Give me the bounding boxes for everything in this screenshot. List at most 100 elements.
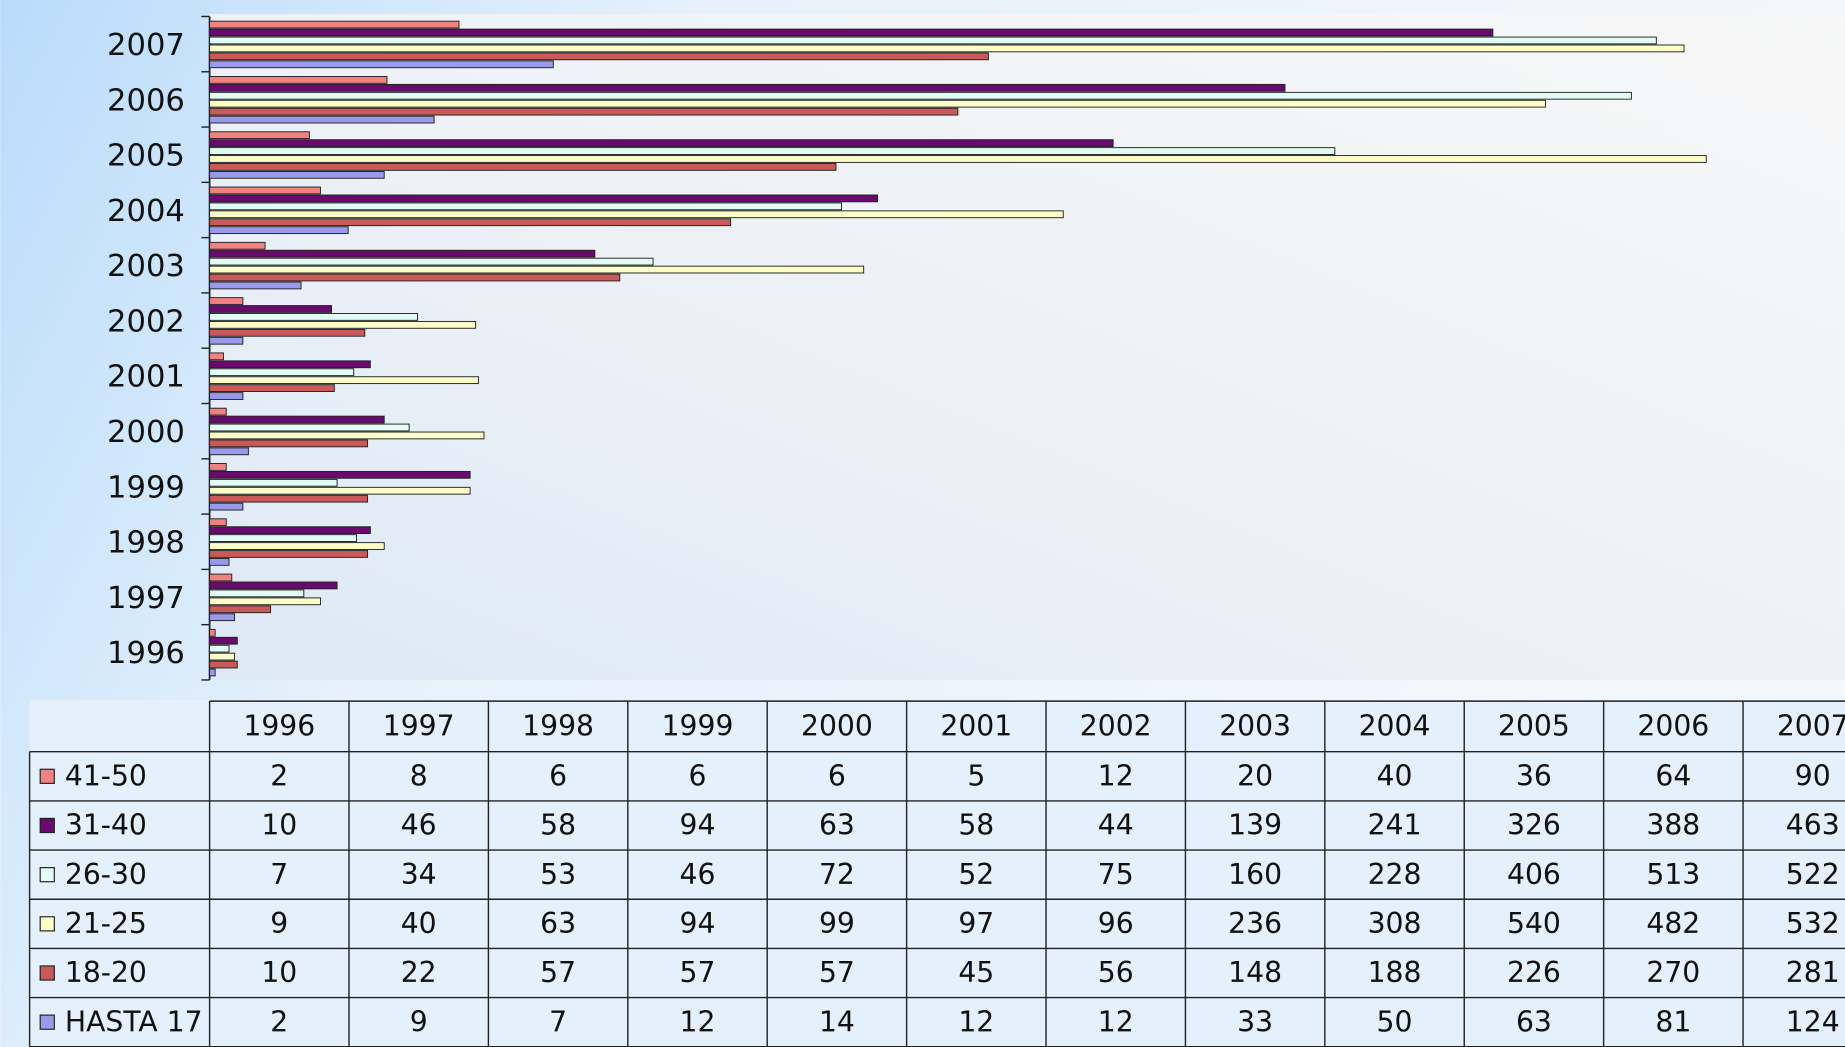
bar [209,202,842,211]
bar [209,115,435,124]
bar [209,660,238,669]
table-cell: 52 [958,858,994,891]
table-cell: 10 [261,956,297,989]
table-cell: 12 [958,1005,994,1038]
bar [209,75,388,84]
bar [209,218,732,227]
bar [209,431,485,440]
y-tick-label: 2005 [107,139,185,174]
legend-label: 31-40 [65,809,147,842]
table-cell: 236 [1228,907,1282,940]
table-cell: 326 [1507,809,1561,842]
table-cell: 124 [1786,1005,1840,1038]
y-tick-label: 1996 [107,636,185,671]
bar [209,36,1657,45]
bar [209,668,216,677]
table-cell: 45 [958,956,994,989]
table-cell: 81 [1655,1005,1691,1038]
y-tick-label: 1999 [107,470,185,505]
bar [209,652,236,661]
bar [209,273,621,282]
bar [209,107,959,116]
table-header: 2001 [940,710,1012,743]
bar [209,163,837,171]
table-cell: 63 [540,907,576,940]
bar [209,636,238,645]
table-cell: 2 [270,1005,288,1038]
bar [209,550,369,558]
table-background [29,699,1845,1047]
table-header: 2003 [1219,710,1291,743]
bar [209,581,338,590]
table-cell: 482 [1646,907,1700,940]
bar [209,423,410,432]
bar [209,44,1685,53]
bar [209,447,249,456]
table-cell: 513 [1646,858,1700,891]
bar [209,210,1064,219]
y-tick-label: 2006 [107,83,185,118]
table-cell: 22 [401,956,437,989]
table-cell: 7 [270,858,288,891]
legend-swatch [39,768,55,784]
bar [209,257,654,266]
y-tick-label: 2004 [107,194,185,229]
table-cell: 36 [1516,759,1552,792]
bar [209,415,385,424]
bar [209,384,335,392]
bar [209,131,310,140]
table-cell: 228 [1368,858,1422,891]
table-cell: 94 [680,907,716,940]
table-header: 2005 [1498,710,1570,743]
bar [209,281,302,290]
table-cell: 40 [1377,759,1413,792]
bar [209,139,1114,147]
table-cell: 99 [819,907,855,940]
bar [209,368,355,377]
y-tick-label: 2001 [107,360,185,395]
bar [209,628,216,637]
table-cell: 281 [1786,956,1840,989]
y-tick-label: 1998 [107,526,185,561]
bar [209,494,369,503]
table-cell: 46 [680,858,716,891]
bar [209,320,477,329]
bar [209,241,266,250]
legend-label: 18-20 [65,956,147,989]
bar [209,155,1707,163]
table-cell: 160 [1228,858,1282,891]
table-cell: 226 [1507,956,1561,989]
legend-label: 41-50 [65,759,147,792]
table-cell: 12 [680,1005,716,1038]
bar [209,313,418,321]
table-cell: 20 [1237,759,1273,792]
bar [209,52,989,61]
bar [209,526,371,535]
legend-label: HASTA 17 [65,1005,203,1038]
table-cell: 96 [1098,907,1134,940]
table-cell: 6 [689,759,707,792]
bar [209,249,596,258]
table-cell: 10 [261,809,297,842]
bar [209,20,460,29]
table-cell: 97 [958,907,994,940]
bar [209,534,357,542]
bar [209,194,879,203]
bar [209,60,554,69]
bar [209,573,233,582]
bar [209,558,230,566]
table-cell: 53 [540,858,576,891]
bar [209,439,369,448]
table-header: 2004 [1359,710,1431,743]
bar [209,147,1336,155]
table-header: 1997 [383,710,455,743]
table-header: 2007 [1777,710,1845,743]
bar [209,407,227,416]
bar [209,589,305,598]
bar [209,360,371,369]
table-cell: 522 [1786,858,1840,891]
table-header: 2000 [801,710,873,743]
table-cell: 270 [1646,956,1700,989]
y-tick-label: 2002 [107,304,185,339]
